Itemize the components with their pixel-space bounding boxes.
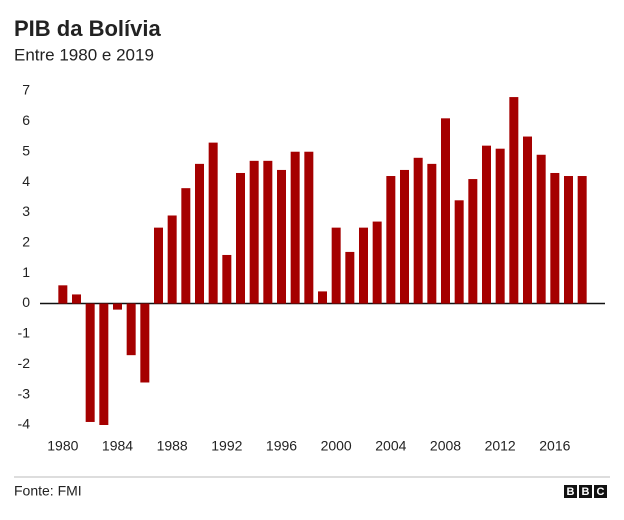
bar [331, 227, 341, 304]
y-tick-label: -2 [18, 355, 31, 371]
logo-letter: B [582, 486, 590, 498]
x-tick-label: 1980 [47, 438, 78, 454]
x-tick-label: 2008 [430, 438, 461, 454]
bar [72, 294, 81, 304]
bar [249, 160, 259, 304]
bar [577, 176, 587, 304]
logo-letter: B [567, 486, 575, 498]
bar [386, 176, 396, 304]
bar [236, 172, 245, 304]
bar [195, 163, 204, 304]
bar [304, 151, 314, 304]
bar [564, 176, 573, 304]
x-tick-label: 2004 [375, 438, 406, 454]
bar [140, 303, 150, 383]
bar [113, 303, 122, 310]
y-tick-label: 5 [22, 142, 30, 158]
logo-box [579, 485, 592, 498]
bar [400, 169, 409, 304]
y-tick-label: 3 [22, 203, 30, 219]
bar [454, 200, 464, 304]
bar [58, 285, 68, 304]
bar [482, 145, 491, 304]
x-tick-label: 2016 [539, 438, 570, 454]
bar [154, 227, 163, 304]
bar [495, 148, 505, 304]
bar [208, 142, 218, 304]
bar [181, 188, 191, 304]
x-tick-label: 1988 [157, 438, 188, 454]
bar [263, 160, 273, 304]
x-tick-label: 1996 [266, 438, 297, 454]
y-tick-label: 4 [22, 173, 30, 189]
chart-subtitle: Entre 1980 e 2019 [14, 45, 154, 64]
y-tick-label: 7 [22, 82, 30, 98]
bar [550, 172, 560, 304]
chart-title: PIB da Bolívia [14, 16, 161, 41]
bar [523, 136, 532, 304]
x-tick-label: 1984 [102, 438, 133, 454]
bar [536, 154, 546, 304]
bar [359, 227, 368, 304]
source: Fonte: FMI [14, 483, 82, 499]
bar [372, 221, 382, 304]
bar [318, 291, 327, 304]
y-tick-label: 0 [22, 294, 30, 310]
y-tick-label: 2 [22, 234, 30, 250]
logo-box [594, 485, 607, 498]
bar [277, 169, 286, 304]
bar [509, 97, 519, 304]
bar [427, 163, 437, 304]
bar [85, 303, 95, 422]
x-tick-label: 2012 [485, 438, 516, 454]
bar [99, 303, 109, 425]
bar [290, 151, 300, 304]
bar [441, 118, 450, 304]
y-tick-label: 1 [22, 264, 30, 280]
bar [468, 179, 478, 304]
x-tick-label: 1992 [211, 438, 242, 454]
y-tick-label: 6 [22, 112, 30, 128]
y-tick-label: -1 [18, 325, 31, 341]
bar [126, 303, 136, 356]
logo-letter: C [597, 486, 605, 498]
logo-box [564, 485, 577, 498]
bar [167, 215, 177, 304]
y-tick-label: -3 [18, 385, 31, 401]
y-tick-label: -4 [18, 416, 31, 432]
x-tick-label: 2000 [321, 438, 352, 454]
bar [345, 251, 355, 304]
bar [222, 254, 232, 304]
bar [413, 157, 423, 304]
